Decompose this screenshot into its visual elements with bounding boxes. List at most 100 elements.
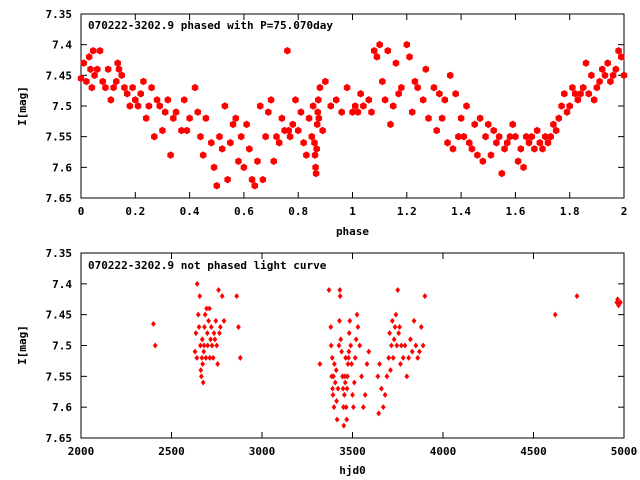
data-point xyxy=(180,96,188,104)
data-point xyxy=(353,336,359,343)
data-point xyxy=(161,108,169,116)
data-point xyxy=(211,330,217,337)
data-point xyxy=(314,108,321,116)
x-tick-label: 5000 xyxy=(611,445,638,458)
data-point xyxy=(402,342,408,349)
data-point xyxy=(558,102,565,110)
data-point xyxy=(343,404,349,411)
data-point xyxy=(596,77,603,86)
data-point xyxy=(235,157,242,165)
data-point xyxy=(392,59,400,67)
data-point xyxy=(237,132,245,141)
y-tick-label: 7.65 xyxy=(46,432,73,445)
data-point xyxy=(148,83,155,92)
data-point xyxy=(254,157,261,165)
data-point xyxy=(118,71,125,80)
data-point xyxy=(425,114,432,123)
data-point xyxy=(199,354,205,361)
data-point xyxy=(284,47,291,55)
data-point xyxy=(224,175,231,184)
data-point xyxy=(205,342,211,349)
data-point xyxy=(580,83,587,92)
data-point xyxy=(145,102,153,110)
data-point xyxy=(345,361,351,367)
data-point xyxy=(317,361,323,367)
data-point xyxy=(433,126,440,135)
data-point xyxy=(312,169,320,178)
data-point xyxy=(468,145,476,153)
data-point xyxy=(313,145,320,153)
data-point xyxy=(96,47,104,55)
data-point xyxy=(140,77,147,86)
data-point xyxy=(194,108,201,116)
data-point xyxy=(328,342,334,349)
data-point xyxy=(221,317,227,324)
data-point xyxy=(341,391,347,398)
data-point xyxy=(514,157,522,165)
data-point xyxy=(380,404,386,411)
data-point xyxy=(377,361,383,367)
data-point xyxy=(275,139,283,147)
data-point xyxy=(601,71,609,80)
data-point xyxy=(590,96,598,104)
y-tick-label: 7.4 xyxy=(52,278,72,291)
data-point xyxy=(153,96,161,104)
data-point xyxy=(406,53,413,61)
data-point xyxy=(422,293,428,300)
data-point xyxy=(547,132,554,141)
data-point xyxy=(142,114,150,123)
data-point xyxy=(542,132,549,141)
data-point xyxy=(339,348,345,355)
data-point xyxy=(504,139,511,147)
data-point xyxy=(123,89,131,98)
data-point xyxy=(390,354,396,361)
data-point xyxy=(327,102,335,110)
data-point xyxy=(349,361,354,367)
data-point xyxy=(355,324,361,330)
data-point xyxy=(215,361,221,367)
data-point xyxy=(208,324,214,330)
data-point xyxy=(517,145,525,153)
data-point xyxy=(571,89,579,98)
data-point xyxy=(137,89,144,98)
data-point xyxy=(466,139,473,147)
data-point xyxy=(152,342,158,349)
data-point xyxy=(202,114,210,123)
data-point xyxy=(259,175,267,184)
data-point xyxy=(311,139,318,147)
x-axis-title: phase xyxy=(336,225,369,238)
data-point xyxy=(297,108,305,116)
data-point xyxy=(315,96,322,104)
phased-light-curve-panel: 0 0.2 0.4 0.6 0.8 1 1.2 1.4 1.6 1.8 2 7.35 7.4 7.45 7.… xyxy=(16,8,627,238)
data-point xyxy=(620,71,628,80)
x-axis-title: hjd0 xyxy=(339,464,366,477)
data-point xyxy=(501,145,508,153)
data-point xyxy=(384,47,392,55)
data-point xyxy=(357,89,364,98)
data-point xyxy=(243,120,250,129)
data-point xyxy=(167,151,174,159)
data-point xyxy=(386,354,392,361)
data-point xyxy=(200,379,206,386)
data-point xyxy=(364,361,370,367)
data-point xyxy=(326,287,332,293)
data-point xyxy=(210,163,218,172)
data-point xyxy=(338,108,345,116)
data-point xyxy=(550,120,557,129)
y-tick-label: 7.6 xyxy=(52,161,72,174)
data-point xyxy=(495,132,503,141)
data-point xyxy=(342,379,348,386)
data-point xyxy=(498,169,506,178)
data-points xyxy=(77,40,628,190)
data-point xyxy=(208,139,215,147)
data-point xyxy=(447,71,454,80)
data-point xyxy=(449,145,457,153)
x-tick-label: 2500 xyxy=(158,445,185,458)
data-point xyxy=(337,317,342,324)
data-point xyxy=(471,120,478,129)
y-tick-label: 7.45 xyxy=(46,69,73,82)
data-point xyxy=(229,120,237,129)
data-point xyxy=(197,132,204,141)
data-point xyxy=(523,132,530,141)
